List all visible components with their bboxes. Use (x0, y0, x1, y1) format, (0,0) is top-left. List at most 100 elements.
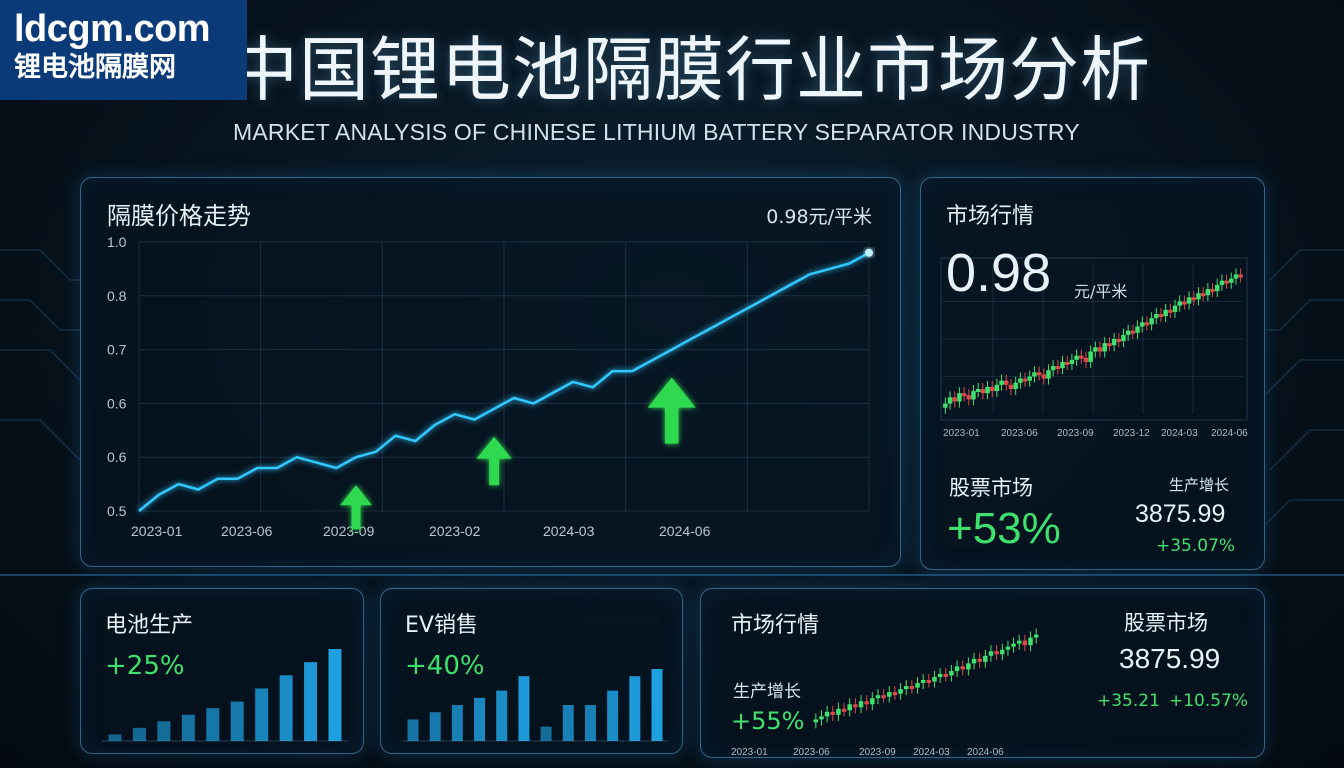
candle-body (983, 655, 988, 662)
bar (132, 727, 146, 741)
candle-body (1182, 301, 1187, 305)
bar (108, 734, 122, 741)
candle-body (947, 397, 953, 404)
candle-body (980, 389, 986, 394)
candle-body (1013, 382, 1018, 389)
candle-body (824, 711, 830, 717)
candle-body (1018, 378, 1023, 383)
y-tick-label: 1.0 (107, 234, 127, 250)
bottom-market-panel: 市场行情 生产增长 +55% 2023-01 2023-06 2023-09 2024… (700, 588, 1265, 758)
candle-body (994, 384, 1000, 392)
bar (255, 688, 269, 741)
candle-body (943, 403, 948, 408)
candle-body (1224, 280, 1229, 284)
candle-body (943, 673, 949, 677)
x-tick-label: 2023-09 (323, 523, 375, 539)
market-candlestick-chart: 2023-01 2023-06 2023-09 2023-12 2024-03 2024-… (940, 257, 1248, 439)
candle-body (1088, 351, 1093, 362)
ev-sales-panel: EV销售 +40% (380, 588, 683, 754)
bottom-production-label: 生产增长 (733, 682, 801, 702)
site-logo[interactable]: ldcgm.com 锂电池隔膜网 (0, 0, 247, 100)
candle-body (1055, 366, 1061, 370)
candle-body (841, 708, 847, 712)
price-trend-title: 隔膜价格走势 (107, 202, 251, 230)
candle-body (875, 695, 881, 699)
candle-body (1008, 384, 1014, 389)
candle-body (813, 719, 819, 723)
candle-body (1022, 378, 1028, 382)
candle-body (1121, 334, 1126, 342)
y-tick-label: 0.8 (107, 288, 127, 304)
candle-body (1036, 372, 1042, 376)
bottom-change-abs: +35.21 (1097, 691, 1160, 711)
candle-body (1032, 372, 1037, 377)
candle-body (870, 698, 875, 705)
y-tick-label: 0.5 (107, 503, 127, 519)
candle-body (1027, 376, 1032, 381)
page-title: 中国锂电池隔膜行业市场分析 (228, 29, 1151, 111)
page-subtitle: MARKET ANALYSIS OF CHINESE LITHIUM BATTE… (233, 119, 1080, 145)
bar (429, 712, 441, 741)
candle-body (1046, 370, 1051, 379)
x-tick-label: 2023-06 (221, 523, 273, 539)
bar (540, 726, 552, 741)
x-tick-label: 2023-09 (1057, 428, 1094, 439)
y-tick-label: 0.6 (107, 449, 127, 465)
x-tick-label: 2024-06 (659, 523, 711, 539)
battery-production-bar-chart (102, 649, 348, 742)
candle-body (989, 386, 995, 392)
candle-body (1172, 305, 1178, 312)
x-tick-label: 2023-02 (429, 523, 481, 539)
bottom-production-change: +55% (731, 707, 805, 735)
candle-body (1116, 339, 1122, 342)
candle-body (1186, 297, 1192, 304)
candle-body (1083, 357, 1089, 362)
candle-body (952, 397, 957, 402)
candle-body (1177, 301, 1182, 306)
candle-body (864, 701, 869, 705)
candle-body (932, 677, 937, 682)
battery-production-title: 电池生产 (105, 613, 194, 638)
x-tick-label: 2023-12 (1113, 428, 1150, 439)
x-tick-label: 2023-09 (859, 747, 896, 758)
x-tick-label: 2024-03 (913, 747, 950, 758)
candle-body (1125, 330, 1131, 335)
bar (157, 721, 171, 741)
production-growth-label: 生产增长 (1169, 476, 1230, 494)
up-arrow-icon (476, 436, 512, 486)
candle-body (1130, 330, 1136, 334)
x-tick-label: 2024-03 (543, 523, 595, 539)
bottom-stock-label: 股票市场 (1124, 611, 1208, 635)
candle-body (1060, 361, 1065, 369)
price-endpoint (865, 248, 873, 257)
candle-body (1168, 309, 1173, 313)
bar (629, 676, 641, 741)
candle-body (988, 651, 994, 656)
logo-domain: ldcgm.com (14, 8, 211, 50)
candle-chart-frame (940, 257, 1248, 421)
candle-body (909, 686, 915, 690)
candle-body (1238, 274, 1243, 278)
x-tick-label: 2023-01 (731, 747, 768, 758)
bar (474, 697, 486, 741)
bar (304, 662, 318, 741)
up-arrow-icon (340, 485, 373, 530)
candle-body (1144, 322, 1150, 326)
candle-body (1139, 322, 1145, 327)
candle-body (1107, 343, 1112, 347)
market-panel: 市场行情 0.98 元/平米 2023-01 2023-06 2023-09 2023… (920, 177, 1265, 570)
candle-body (971, 391, 976, 400)
bar (496, 690, 508, 741)
bottom-change-pct: +10.57% (1169, 691, 1249, 711)
candle-body (1016, 640, 1022, 644)
candle-body (949, 670, 954, 676)
bar (584, 705, 596, 741)
candle-body (887, 692, 892, 697)
bar (328, 649, 342, 741)
bar (206, 708, 220, 741)
candle-body (1233, 274, 1239, 279)
bar (562, 705, 574, 741)
price-trend-panel: 隔膜价格走势 0.98元/平米 1.0 0.8 0.7 0.6 0.6 0.5 2023-0… (80, 177, 901, 567)
